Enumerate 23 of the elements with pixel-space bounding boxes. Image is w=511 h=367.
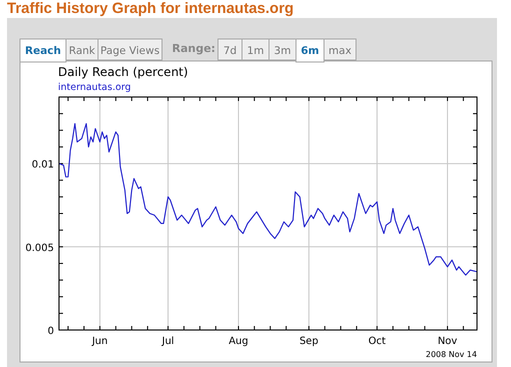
y-tick-label: 0.005	[25, 242, 54, 254]
x-tick-label: Aug	[228, 336, 248, 347]
chart-title: Traffic History Graph for internautas.org	[7, 0, 294, 17]
text: 1m	[247, 45, 264, 57]
text: Page Views	[100, 45, 160, 57]
text: 6m	[300, 45, 320, 57]
y-tick-label: 0.01	[32, 160, 54, 171]
text: 7d	[223, 45, 237, 57]
x-tick-label: Jul	[161, 336, 174, 347]
text: 3m	[274, 45, 291, 57]
text: internautas.org	[58, 82, 131, 93]
text: Reach	[25, 45, 61, 57]
chart-subtitle: Daily Reach (percent)	[58, 65, 188, 79]
x-tick-label: Sep	[299, 336, 318, 347]
text: Rank	[68, 45, 96, 57]
line-series	[58, 123, 478, 276]
x-tick-label: Jun	[91, 336, 108, 347]
text: max	[328, 45, 352, 57]
text: 2008 Nov 14	[426, 350, 477, 359]
x-tick-label: Nov	[438, 336, 458, 347]
text: Range:	[172, 42, 216, 55]
x-tick-label: Oct	[368, 336, 386, 347]
y-tick-label: 0	[48, 326, 54, 337]
